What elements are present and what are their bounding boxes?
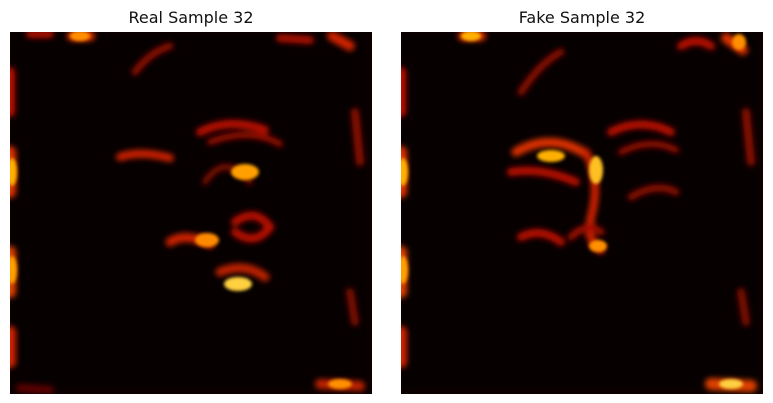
fake-sample-panel: Fake Sample 32 <box>401 0 763 403</box>
real-sample-title: Real Sample 32 <box>128 8 254 27</box>
real-sample-heatmap <box>10 32 372 394</box>
real-sample-panel: Real Sample 32 <box>10 0 372 403</box>
fake-sample-heatmap <box>401 32 763 394</box>
fake-sample-title: Fake Sample 32 <box>518 8 646 27</box>
